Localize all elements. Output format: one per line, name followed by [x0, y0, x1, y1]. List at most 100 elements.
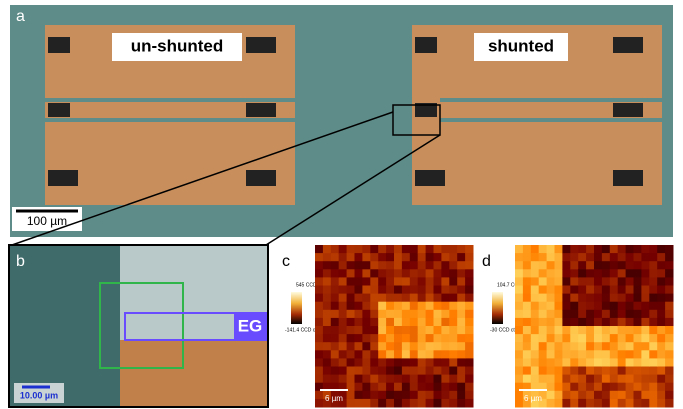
heatmap-cell [618, 391, 626, 400]
heatmap-cell [370, 253, 378, 262]
heatmap-cell [323, 245, 331, 254]
heatmap-cell [626, 286, 634, 295]
heatmap-cell [362, 261, 370, 270]
heatmap-cell [441, 269, 449, 278]
heatmap-cell [547, 367, 555, 376]
heatmap-cell [578, 350, 586, 359]
heatmap-cell [602, 302, 610, 311]
heatmap-cell [586, 334, 594, 343]
heatmap-cell [594, 391, 602, 400]
heatmap-cell [331, 286, 339, 295]
heatmap-cell [602, 358, 610, 367]
heatmap-cell [610, 269, 618, 278]
heatmap-cell [649, 253, 657, 262]
heatmap-cell [665, 318, 673, 327]
heatmap-cell [378, 399, 386, 408]
heatmap-cell [378, 334, 386, 343]
heatmap-cell [634, 253, 642, 262]
heatmap-cell [362, 334, 370, 343]
heatmap-cell [515, 399, 523, 408]
heatmap-cell [426, 277, 434, 286]
heatmap-cell [441, 253, 449, 262]
heatmap-cell [457, 375, 465, 384]
heatmap-cell [610, 326, 618, 335]
heatmap-cell [531, 367, 539, 376]
heatmap-cell [386, 302, 394, 311]
heatmap-cell [539, 334, 547, 343]
heatmap-cell [418, 342, 426, 351]
heatmap-cell [657, 342, 665, 351]
heatmap-cell [465, 277, 473, 286]
heatmap-cell [370, 358, 378, 367]
heatmap-cell [339, 334, 347, 343]
heatmap-cell [665, 399, 673, 408]
heatmap-cell [418, 286, 426, 295]
heatmap-cell [626, 318, 634, 327]
heatmap-cell [434, 261, 442, 270]
heatmap-cell [547, 342, 555, 351]
heatmap-cell [594, 261, 602, 270]
heatmap-cell [426, 286, 434, 295]
heatmap-cell [418, 399, 426, 408]
heatmap-cell [515, 391, 523, 400]
heatmap-cell [555, 318, 563, 327]
heatmap-cell [641, 286, 649, 295]
heatmap-cell [355, 399, 363, 408]
heatmap-cell [570, 286, 578, 295]
heatmap-cell [402, 391, 410, 400]
heatmap-cell [578, 286, 586, 295]
heatmap-cell [547, 269, 555, 278]
heatmap-cell [449, 245, 457, 254]
heatmap-cell [618, 294, 626, 303]
heatmap-cell [641, 302, 649, 311]
heatmap-cell [547, 310, 555, 319]
heatmap-cell [634, 391, 642, 400]
heatmap-cell [315, 269, 323, 278]
heatmap-cell [562, 342, 570, 351]
heatmap-cell [386, 342, 394, 351]
heatmap-cell [434, 269, 442, 278]
heatmap-cell [555, 286, 563, 295]
heatmap-cell [449, 383, 457, 392]
heatmap-cell [539, 253, 547, 262]
heatmap-cell [465, 286, 473, 295]
heatmap-cell [665, 269, 673, 278]
heatmap-cell [539, 261, 547, 270]
heatmap-cell [418, 318, 426, 327]
heatmap-cell [523, 326, 531, 335]
heatmap-cell [657, 294, 665, 303]
heatmap-cell [539, 286, 547, 295]
heatmap-cell [649, 326, 657, 335]
heatmap-cell [339, 342, 347, 351]
heatmap-cell [649, 286, 657, 295]
heatmap-cell [602, 383, 610, 392]
heatmap-cell [394, 286, 402, 295]
heatmap-cell [555, 294, 563, 303]
heatmap-cell [323, 277, 331, 286]
heatmap-cell [539, 375, 547, 384]
heatmap-cell [610, 253, 618, 262]
heatmap-cell [570, 375, 578, 384]
heatmap-cell [570, 318, 578, 327]
panel-label: a [16, 8, 25, 25]
heatmap-cell [570, 342, 578, 351]
heatmap-cell [610, 367, 618, 376]
heatmap-cell [555, 375, 563, 384]
heatmap-cell [586, 375, 594, 384]
heatmap-cell [315, 277, 323, 286]
heatmap-cell [339, 261, 347, 270]
heatmap-cell [539, 277, 547, 286]
heatmap-cell [347, 334, 355, 343]
heatmap-cell [515, 310, 523, 319]
heatmap-cell [602, 245, 610, 254]
heatmap-cell [402, 318, 410, 327]
heatmap-cell [418, 375, 426, 384]
heatmap-cell [657, 286, 665, 295]
heatmap-cell [347, 358, 355, 367]
heatmap-cell [402, 358, 410, 367]
heatmap-cell [323, 358, 331, 367]
heatmap-cell [441, 342, 449, 351]
heatmap-cell [418, 350, 426, 359]
heatmap-cell [362, 399, 370, 408]
heatmap-cell [362, 302, 370, 311]
